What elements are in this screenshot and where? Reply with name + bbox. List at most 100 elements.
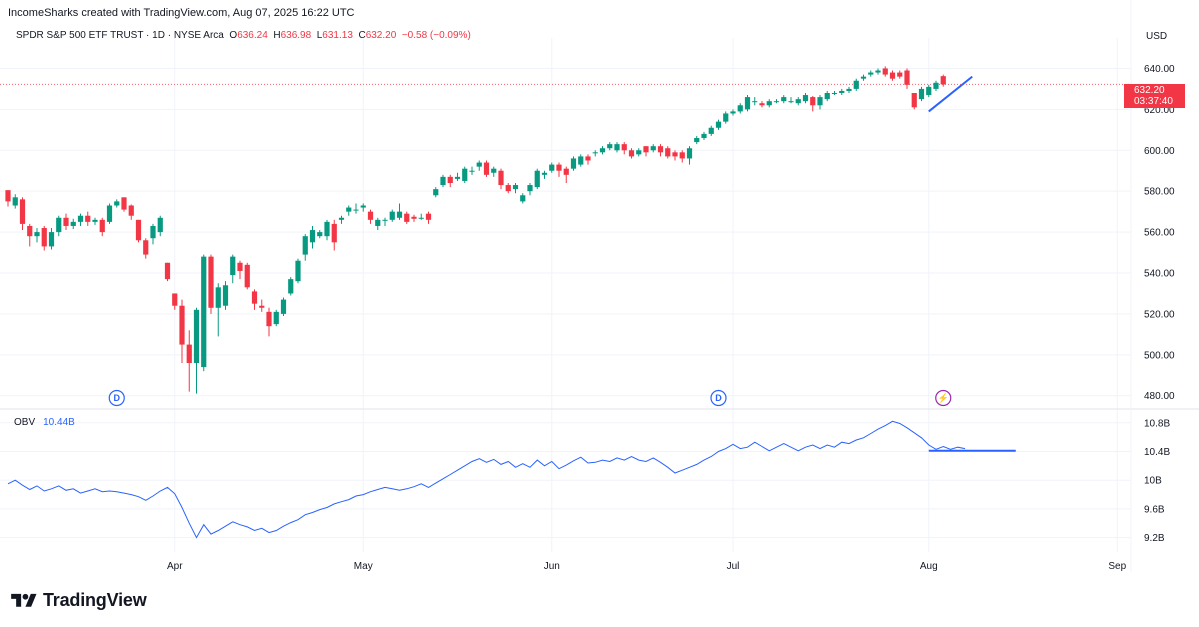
candle-body xyxy=(85,215,91,222)
tradingview-logo[interactable]: TradingView xyxy=(10,590,147,611)
candle xyxy=(295,258,301,284)
candle-body xyxy=(317,232,323,237)
candle-body xyxy=(396,211,403,218)
candle-body xyxy=(56,217,62,233)
candle xyxy=(846,86,852,93)
candle-body xyxy=(121,197,127,210)
candle-body xyxy=(773,101,780,103)
month-label: Apr xyxy=(167,561,183,572)
low-label: L xyxy=(316,30,323,41)
candle-body xyxy=(5,190,11,202)
candle xyxy=(628,148,635,159)
candle xyxy=(317,230,323,239)
candle-body xyxy=(244,264,250,288)
candle-body xyxy=(657,146,664,153)
candle xyxy=(288,277,294,296)
low-value: 631.13 xyxy=(322,30,353,41)
candle-body xyxy=(157,217,163,233)
candle-body xyxy=(324,221,330,237)
candle xyxy=(773,99,780,104)
candle-body xyxy=(744,97,751,110)
candle-body xyxy=(491,168,497,173)
candle xyxy=(708,125,714,136)
candle xyxy=(715,119,722,130)
candle-body xyxy=(904,70,910,85)
obv-axis: 9.2B 9.6B 10B 10.4B 10.8B xyxy=(1144,418,1170,544)
candle-body xyxy=(346,207,352,212)
candle-body xyxy=(389,211,395,220)
candle-body xyxy=(868,72,874,75)
candle-body xyxy=(382,219,388,221)
candle xyxy=(476,160,482,171)
candle xyxy=(215,283,221,337)
candle xyxy=(324,219,330,241)
candle xyxy=(338,215,345,224)
candle xyxy=(331,219,337,251)
candle xyxy=(230,254,236,284)
candle xyxy=(882,66,888,77)
candle xyxy=(280,297,287,316)
candle-body xyxy=(578,156,584,165)
candle-body xyxy=(614,144,620,151)
candle-body xyxy=(266,311,272,327)
candle-body xyxy=(143,240,149,255)
logo-text: TradingView xyxy=(43,590,147,610)
candle-body xyxy=(599,148,606,153)
candle xyxy=(607,142,613,151)
candle xyxy=(926,84,932,98)
candle xyxy=(77,213,84,226)
candle-body xyxy=(592,152,598,154)
candle xyxy=(534,168,540,190)
event-circle xyxy=(935,389,952,407)
candle-body xyxy=(795,99,801,104)
trendline[interactable] xyxy=(928,75,973,113)
tradingview-logo-icon xyxy=(11,593,37,607)
candle xyxy=(63,213,69,231)
price-tick-label: 600.00 xyxy=(1144,146,1175,157)
obv-line xyxy=(7,420,966,539)
candle xyxy=(643,146,649,157)
price-tick-label: 640.00 xyxy=(1144,64,1175,75)
candle xyxy=(418,213,424,220)
candle xyxy=(831,90,838,96)
candle-body xyxy=(259,305,265,308)
candle-body xyxy=(280,299,287,314)
candle-body xyxy=(520,195,526,202)
candle-body xyxy=(694,138,700,143)
candle xyxy=(672,150,678,161)
candle xyxy=(5,190,11,207)
candle xyxy=(781,95,787,104)
obv-pane xyxy=(7,420,1016,539)
candle-body xyxy=(607,144,613,149)
candle-body xyxy=(63,217,69,226)
candle xyxy=(686,146,693,165)
high-label: H xyxy=(273,30,281,41)
time-axis: Apr May Jun Jul Aug Sep xyxy=(167,561,1127,572)
candle-body xyxy=(889,72,896,79)
candle xyxy=(505,183,511,194)
candle xyxy=(411,214,417,222)
candle-body xyxy=(527,185,533,192)
close-label: C xyxy=(358,30,366,41)
price-tick-label: 560.00 xyxy=(1144,228,1175,239)
candle xyxy=(85,211,91,226)
candle xyxy=(868,70,874,77)
earnings-event-icon: ⚡ xyxy=(935,389,952,407)
candle xyxy=(12,194,18,209)
candle-body xyxy=(99,219,105,233)
candle-body xyxy=(650,146,656,151)
grid xyxy=(0,0,1199,572)
candle-body xyxy=(353,209,359,211)
candle-body xyxy=(541,172,548,175)
candle-body xyxy=(433,189,439,196)
candle xyxy=(897,70,903,79)
candle-body xyxy=(186,344,192,363)
candle xyxy=(172,293,178,310)
candle-body xyxy=(273,311,279,325)
candle xyxy=(911,93,917,110)
candle-body xyxy=(114,201,120,206)
obv-value: 10.44B xyxy=(43,417,75,428)
candle xyxy=(121,197,127,212)
candle xyxy=(34,228,40,243)
